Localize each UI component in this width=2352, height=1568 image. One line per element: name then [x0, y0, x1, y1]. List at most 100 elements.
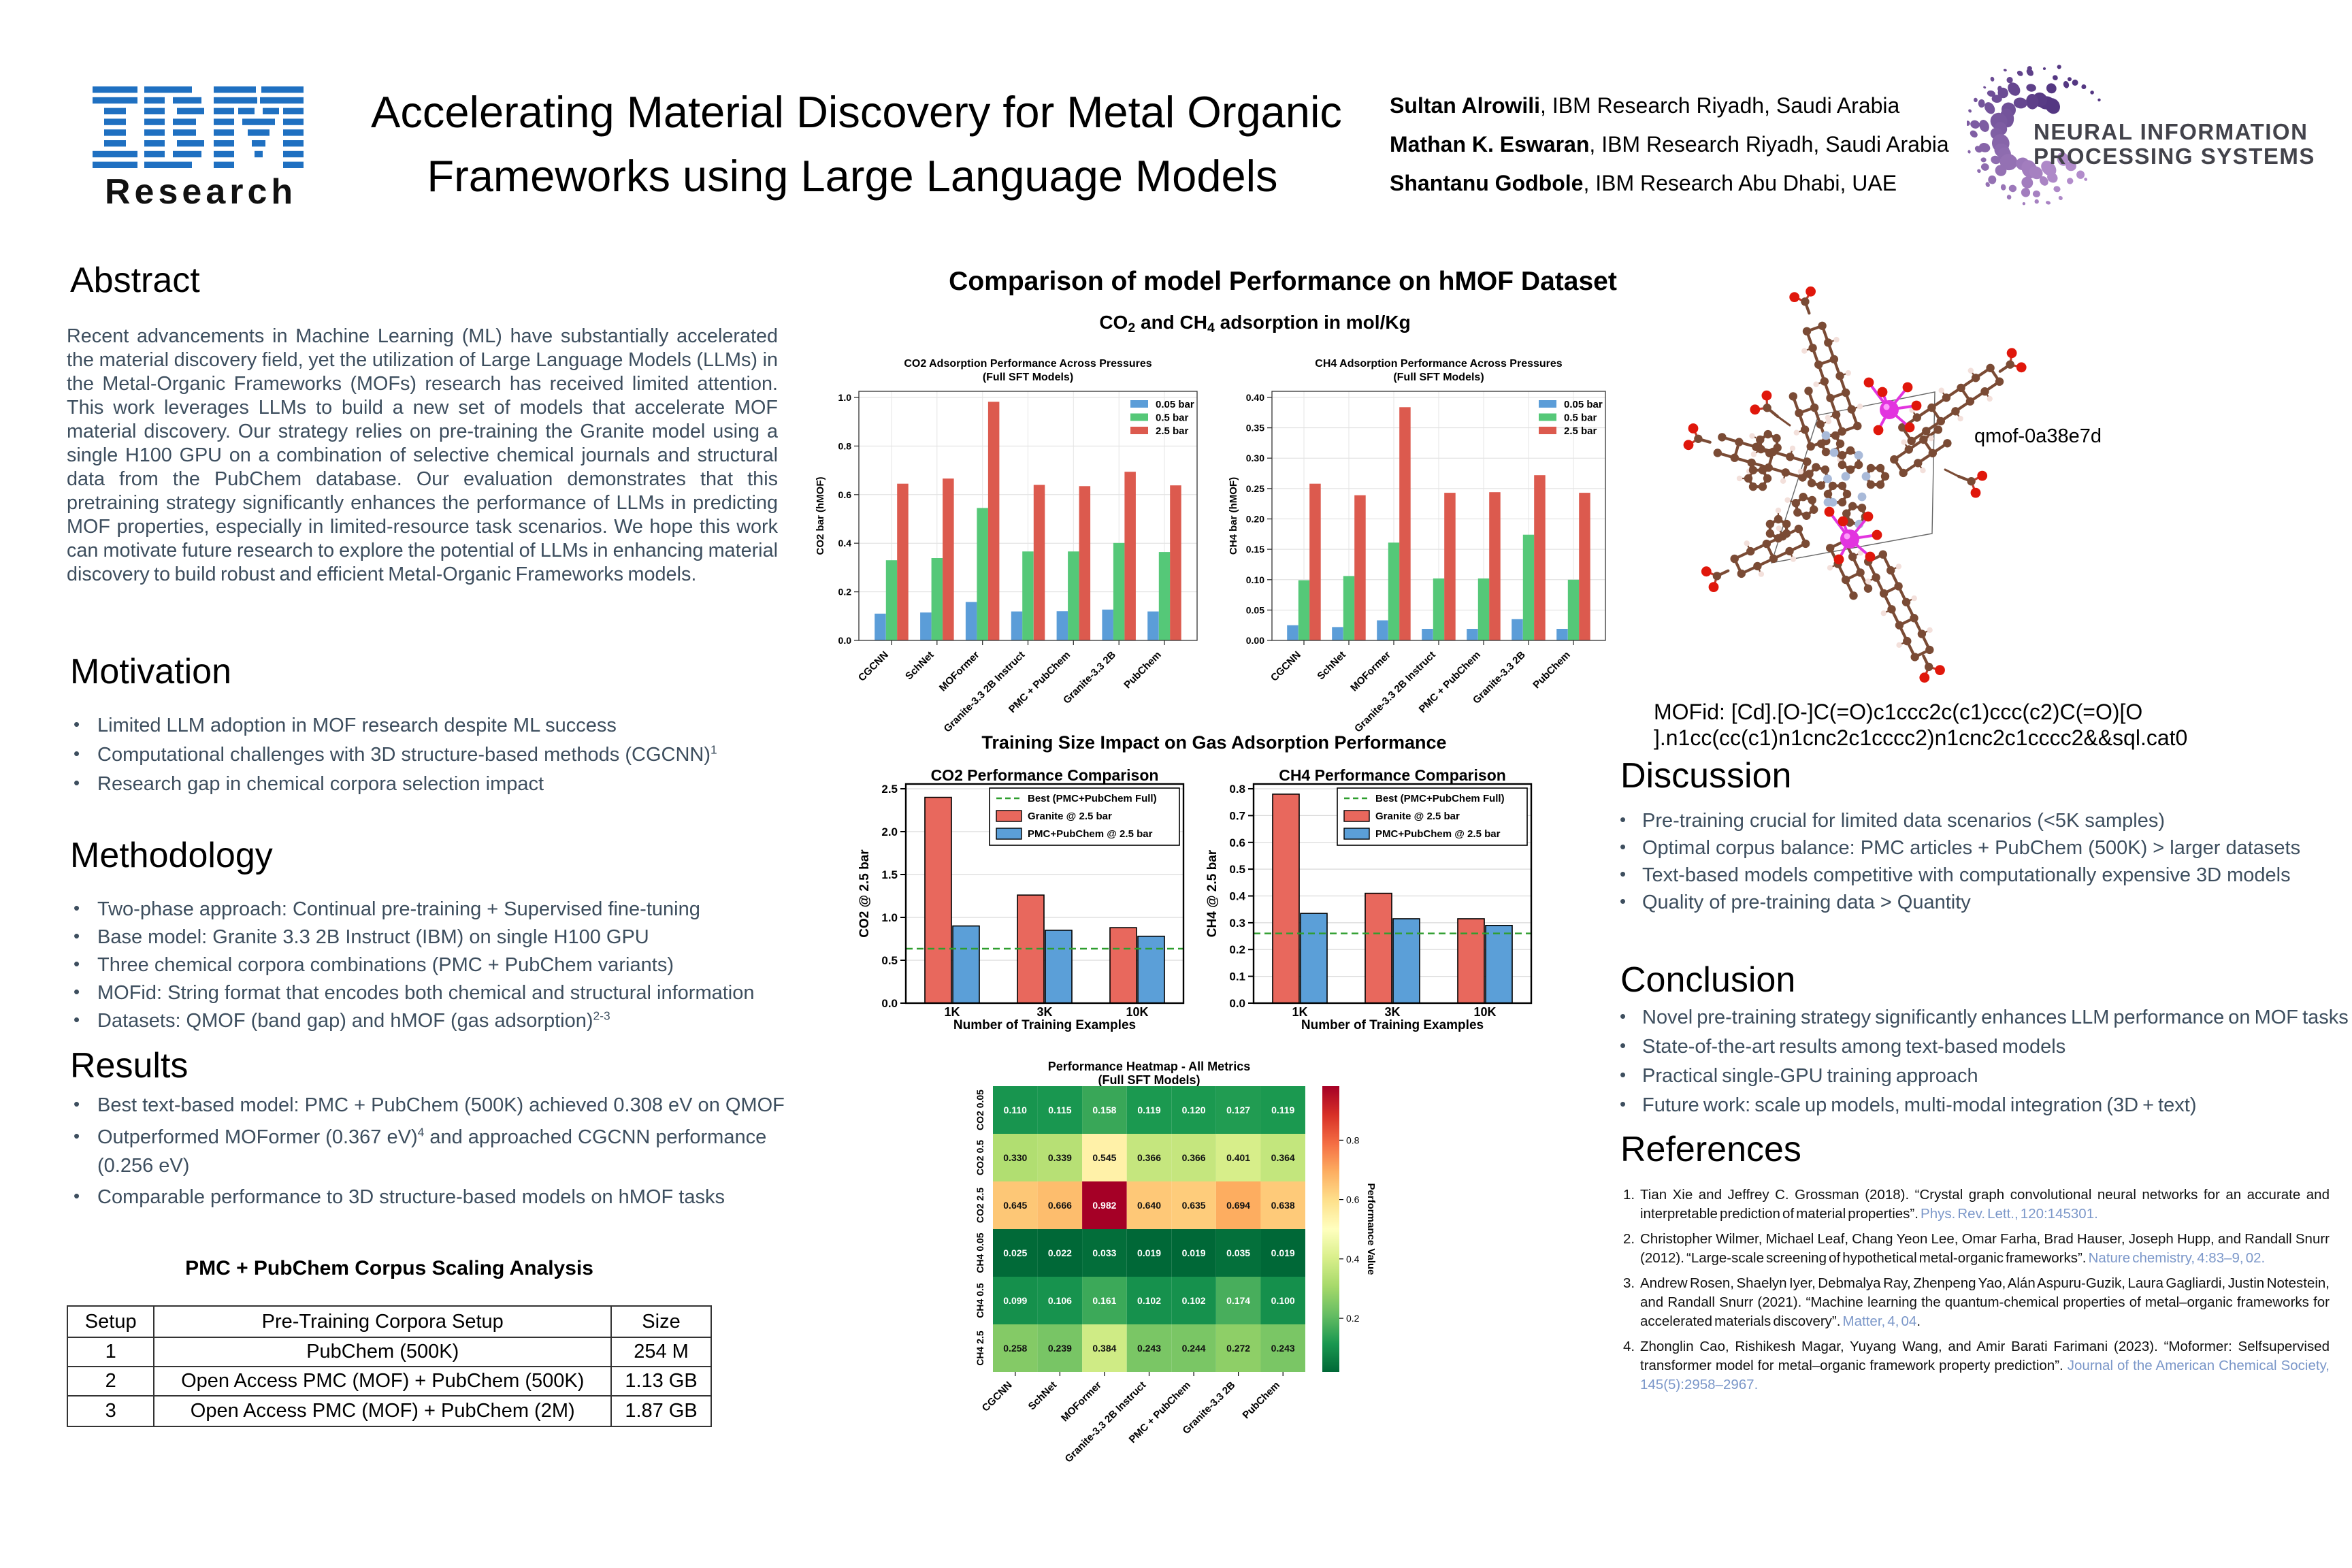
svg-text:1.0: 1.0 [881, 911, 898, 924]
svg-text:0.119: 0.119 [1271, 1105, 1294, 1115]
svg-text:3K: 3K [1384, 1005, 1400, 1019]
svg-text:(Full SFT Models): (Full SFT Models) [983, 372, 1073, 383]
svg-text:0.35: 0.35 [1246, 423, 1264, 434]
svg-text:0.119: 0.119 [1137, 1105, 1160, 1115]
svg-text:0.127: 0.127 [1226, 1105, 1250, 1115]
svg-text:0.366: 0.366 [1137, 1152, 1161, 1163]
svg-text:0.40: 0.40 [1246, 392, 1264, 403]
svg-text:0.120: 0.120 [1182, 1105, 1206, 1115]
svg-text:0.30: 0.30 [1246, 453, 1264, 463]
svg-text:CH4 Performance Comparison: CH4 Performance Comparison [1279, 766, 1506, 784]
svg-text:0.8: 0.8 [1346, 1134, 1360, 1145]
svg-text:CH4 0.05: CH4 0.05 [975, 1232, 985, 1273]
svg-text:Granite-3.3 2B Instruct: Granite-3.3 2B Instruct [1063, 1379, 1149, 1465]
svg-text:CH4 @ 2.5 bar: CH4 @ 2.5 bar [1205, 849, 1220, 937]
svg-text:0.019: 0.019 [1137, 1247, 1161, 1258]
svg-text:CO2 bar (hMOF): CO2 bar (hMOF) [815, 476, 826, 555]
svg-text:CGCNN: CGCNN [980, 1379, 1015, 1414]
svg-text:0.401: 0.401 [1226, 1152, 1250, 1163]
svg-text:CO2 2.5: CO2 2.5 [975, 1188, 985, 1223]
svg-text:MOFormer: MOFormer [1348, 649, 1393, 694]
svg-text:0.366: 0.366 [1182, 1152, 1206, 1163]
svg-text:2.5: 2.5 [881, 783, 898, 796]
svg-text:CO2 Adsorption Performance Acr: CO2 Adsorption Performance Across Pressu… [904, 358, 1152, 370]
svg-text:0.05 bar: 0.05 bar [1156, 399, 1194, 410]
svg-text:0.6: 0.6 [1346, 1194, 1360, 1205]
svg-text:PubChem: PubChem [1241, 1379, 1283, 1422]
svg-text:CH4 Adsorption Performance Acr: CH4 Adsorption Performance Across Pressu… [1315, 358, 1562, 370]
svg-text:0.638: 0.638 [1271, 1200, 1295, 1211]
svg-text:1.0: 1.0 [838, 392, 852, 403]
svg-text:0.2: 0.2 [1229, 943, 1245, 956]
svg-text:0.3: 0.3 [1229, 917, 1245, 930]
svg-text:0.8: 0.8 [838, 440, 852, 451]
svg-text:0.243: 0.243 [1271, 1343, 1295, 1354]
svg-text:MOFormer: MOFormer [1059, 1379, 1104, 1424]
svg-text:0.15: 0.15 [1246, 544, 1264, 555]
svg-text:0.4: 0.4 [838, 538, 852, 549]
svg-text:2.5 bar: 2.5 bar [1564, 425, 1597, 437]
svg-text:0.5 bar: 0.5 bar [1156, 412, 1189, 424]
svg-text:0.099: 0.099 [1003, 1295, 1027, 1306]
svg-text:CH4 bar (hMOF): CH4 bar (hMOF) [1228, 477, 1239, 555]
svg-text:PubChem: PubChem [1122, 649, 1164, 691]
svg-text:(Full SFT Models): (Full SFT Models) [1393, 372, 1484, 383]
svg-text:0.05: 0.05 [1246, 604, 1264, 615]
svg-text:0.6: 0.6 [838, 489, 852, 500]
svg-text:0.4: 0.4 [1229, 890, 1245, 903]
svg-text:0.384: 0.384 [1092, 1343, 1116, 1354]
svg-text:0.102: 0.102 [1182, 1295, 1206, 1306]
svg-text:0.982: 0.982 [1092, 1200, 1116, 1211]
svg-text:CGCNN: CGCNN [856, 649, 891, 684]
svg-text:CO2 0.5: CO2 0.5 [975, 1140, 985, 1175]
svg-text:Research: Research [105, 172, 297, 212]
svg-text:CO2 @ 2.5 bar: CO2 @ 2.5 bar [858, 849, 872, 938]
svg-text:0.0: 0.0 [1229, 997, 1245, 1010]
svg-text:CH4 0.5: CH4 0.5 [975, 1283, 985, 1318]
svg-text:0.5: 0.5 [881, 954, 898, 967]
svg-text:0.110: 0.110 [1004, 1105, 1027, 1115]
svg-text:CGCNN: CGCNN [1269, 649, 1303, 684]
svg-text:0.5 bar: 0.5 bar [1564, 412, 1597, 424]
svg-text:1K: 1K [1292, 1005, 1307, 1019]
svg-text:0.00: 0.00 [1246, 635, 1264, 646]
svg-text:3K: 3K [1036, 1005, 1052, 1019]
svg-text:0.115: 0.115 [1048, 1105, 1071, 1115]
svg-text:MOFormer: MOFormer [937, 649, 982, 694]
svg-text:0.4: 0.4 [1346, 1254, 1360, 1264]
svg-text:1K: 1K [944, 1005, 960, 1019]
svg-text:0.258: 0.258 [1003, 1343, 1027, 1354]
svg-text:2.0: 2.0 [881, 826, 898, 838]
svg-text:0.033: 0.033 [1092, 1247, 1116, 1258]
svg-text:0.100: 0.100 [1271, 1295, 1295, 1306]
svg-text:SchNet: SchNet [1315, 649, 1348, 683]
svg-text:0.20: 0.20 [1246, 514, 1264, 525]
svg-text:0.7: 0.7 [1229, 809, 1245, 822]
svg-text:0.243: 0.243 [1137, 1343, 1161, 1354]
svg-text:0.158: 0.158 [1092, 1105, 1116, 1115]
svg-text:0.174: 0.174 [1226, 1295, 1250, 1306]
svg-text:0.666: 0.666 [1048, 1200, 1072, 1211]
svg-text:0.05 bar: 0.05 bar [1564, 399, 1603, 410]
svg-text:PMC+PubChem @ 2.5 bar: PMC+PubChem @ 2.5 bar [1028, 828, 1153, 840]
svg-text:Granite @ 2.5 bar: Granite @ 2.5 bar [1028, 811, 1112, 822]
svg-text:1.5: 1.5 [881, 868, 898, 881]
svg-text:0.035: 0.035 [1226, 1247, 1250, 1258]
svg-text:0.25: 0.25 [1246, 483, 1264, 494]
svg-text:SchNet: SchNet [1026, 1379, 1060, 1413]
svg-text:0.6: 0.6 [1229, 836, 1245, 849]
svg-text:0.1: 0.1 [1229, 970, 1245, 983]
svg-text:CO2 0.05: CO2 0.05 [975, 1090, 985, 1130]
svg-text:0.330: 0.330 [1003, 1152, 1027, 1163]
svg-text:Granite-3.3 2B Instruct: Granite-3.3 2B Instruct [1352, 649, 1438, 735]
svg-text:Best (PMC+PubChem Full): Best (PMC+PubChem Full) [1028, 793, 1157, 804]
svg-text:10K: 10K [1126, 1005, 1148, 1019]
svg-text:2.5 bar: 2.5 bar [1156, 425, 1189, 437]
svg-text:0.2: 0.2 [1346, 1313, 1360, 1324]
svg-text:0.339: 0.339 [1048, 1152, 1072, 1163]
svg-text:0.2: 0.2 [838, 587, 852, 598]
svg-text:Performance Heatmap - All Metr: Performance Heatmap - All Metrics [1048, 1060, 1250, 1073]
svg-text:Number of Training Examples: Number of Training Examples [1301, 1018, 1484, 1032]
svg-text:0.019: 0.019 [1271, 1247, 1295, 1258]
svg-text:CO2 Performance Comparison: CO2 Performance Comparison [931, 766, 1159, 784]
